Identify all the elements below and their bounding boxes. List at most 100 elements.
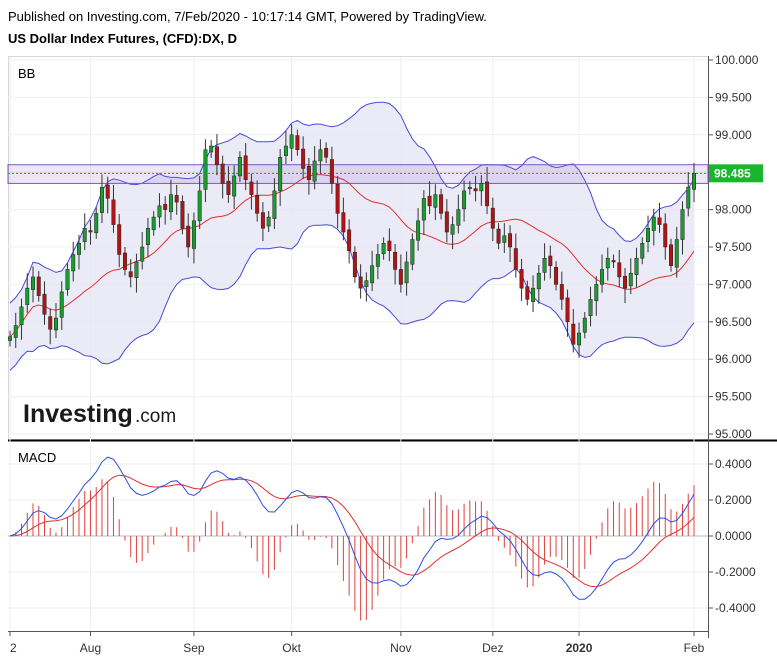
candle-body bbox=[427, 195, 432, 207]
candle-body bbox=[536, 272, 541, 290]
candle-body bbox=[490, 207, 495, 229]
candle-body bbox=[13, 325, 18, 338]
candle-body bbox=[88, 230, 93, 233]
candle-body bbox=[456, 209, 461, 226]
candle-body bbox=[669, 244, 673, 266]
candle-body bbox=[272, 190, 277, 219]
candle-body bbox=[462, 190, 467, 210]
candle-body bbox=[312, 160, 317, 182]
candle-body bbox=[387, 240, 392, 251]
candle-body bbox=[25, 287, 30, 305]
candle-body bbox=[582, 317, 587, 333]
candle-body bbox=[525, 286, 530, 300]
candle-body bbox=[611, 260, 616, 263]
candle-body bbox=[398, 269, 403, 285]
candle-body bbox=[283, 145, 288, 156]
upper-band bbox=[9, 101, 695, 304]
candle-body bbox=[128, 271, 133, 278]
price-tick-label: 97.000 bbox=[715, 277, 752, 291]
candle-body bbox=[628, 272, 633, 287]
candle-body bbox=[174, 195, 179, 203]
candle-body bbox=[266, 216, 271, 227]
candle-body bbox=[358, 276, 363, 289]
candle-body bbox=[289, 134, 294, 149]
candle-body bbox=[163, 204, 168, 210]
candle-body bbox=[519, 269, 524, 289]
candle-body bbox=[197, 190, 202, 222]
price-tick-label: 99.500 bbox=[715, 90, 752, 104]
candle-body bbox=[381, 243, 386, 254]
time-tick-label: 2020 bbox=[566, 641, 593, 655]
time-tick-label: Nov bbox=[390, 641, 411, 655]
candle-body bbox=[646, 228, 650, 243]
candle-body bbox=[122, 252, 127, 270]
candle-body bbox=[99, 186, 104, 213]
time-tick-label: Sep bbox=[183, 641, 205, 655]
candle-body bbox=[237, 156, 242, 177]
candle-body bbox=[31, 276, 35, 290]
candle-body bbox=[168, 194, 173, 213]
candle-body bbox=[329, 159, 334, 184]
candle-body bbox=[145, 228, 150, 246]
macd-line bbox=[9, 456, 695, 600]
candle-body bbox=[404, 261, 409, 284]
candle-body bbox=[617, 262, 622, 278]
candle-body bbox=[352, 251, 357, 278]
candle-body bbox=[479, 183, 484, 192]
candle-body bbox=[375, 254, 380, 267]
candle-body bbox=[209, 145, 214, 153]
price-tick-label: 96.500 bbox=[715, 315, 752, 329]
candle-body bbox=[140, 246, 145, 262]
candle-body bbox=[577, 332, 582, 346]
candle-body bbox=[82, 228, 87, 243]
candle-body bbox=[105, 184, 110, 199]
macd-tick-label: -0.2000 bbox=[715, 565, 756, 579]
candlesticks bbox=[8, 124, 696, 358]
logo-suffix: .com bbox=[135, 406, 176, 427]
candle-body bbox=[232, 175, 237, 197]
price-tick-label: 96.000 bbox=[715, 352, 752, 366]
candle-body bbox=[318, 149, 323, 162]
candle-body bbox=[600, 269, 605, 285]
candle-body bbox=[571, 323, 576, 345]
candle-body bbox=[531, 287, 536, 302]
candle-body bbox=[508, 233, 513, 248]
candle-body bbox=[341, 212, 346, 233]
bb-pane-label: BB bbox=[18, 66, 35, 81]
candle-body bbox=[686, 186, 691, 209]
candle-body bbox=[157, 205, 162, 218]
candle-body bbox=[496, 228, 501, 244]
candle-body bbox=[433, 194, 438, 208]
candle-body bbox=[134, 261, 139, 278]
candle-body bbox=[186, 225, 191, 248]
candle-body bbox=[36, 276, 41, 296]
candle-body bbox=[301, 148, 306, 169]
band-fill bbox=[10, 102, 694, 371]
candle-body bbox=[680, 209, 685, 240]
candle-body bbox=[513, 248, 518, 270]
price-tick-label: 95.500 bbox=[715, 390, 752, 404]
macd-pane bbox=[8, 456, 708, 621]
macd-tick-label: -0.4000 bbox=[715, 601, 756, 615]
price-tick-label: 95.000 bbox=[715, 427, 752, 441]
candle-body bbox=[444, 211, 449, 233]
candle-body bbox=[393, 251, 398, 270]
price-tick-label: 97.500 bbox=[715, 240, 752, 254]
candle-body bbox=[370, 265, 375, 284]
candle-body bbox=[324, 148, 329, 158]
investing-logo: Investing .com bbox=[23, 400, 176, 428]
lower-band bbox=[9, 224, 695, 371]
candle-body bbox=[410, 239, 415, 265]
time-tick-label: Feb bbox=[684, 641, 705, 655]
candle-body bbox=[559, 284, 564, 300]
macd-tick-label: 0.4000 bbox=[715, 457, 752, 471]
candle-body bbox=[548, 255, 553, 266]
candle-body bbox=[364, 280, 369, 287]
price-axis: 100.00099.50099.00098.50098.00097.50097.… bbox=[708, 53, 759, 615]
logo-word: Investing bbox=[23, 400, 133, 428]
price-tick-label: 98.000 bbox=[715, 203, 752, 217]
candle-body bbox=[54, 317, 58, 331]
candle-body bbox=[450, 224, 455, 235]
candle-body bbox=[255, 195, 260, 214]
